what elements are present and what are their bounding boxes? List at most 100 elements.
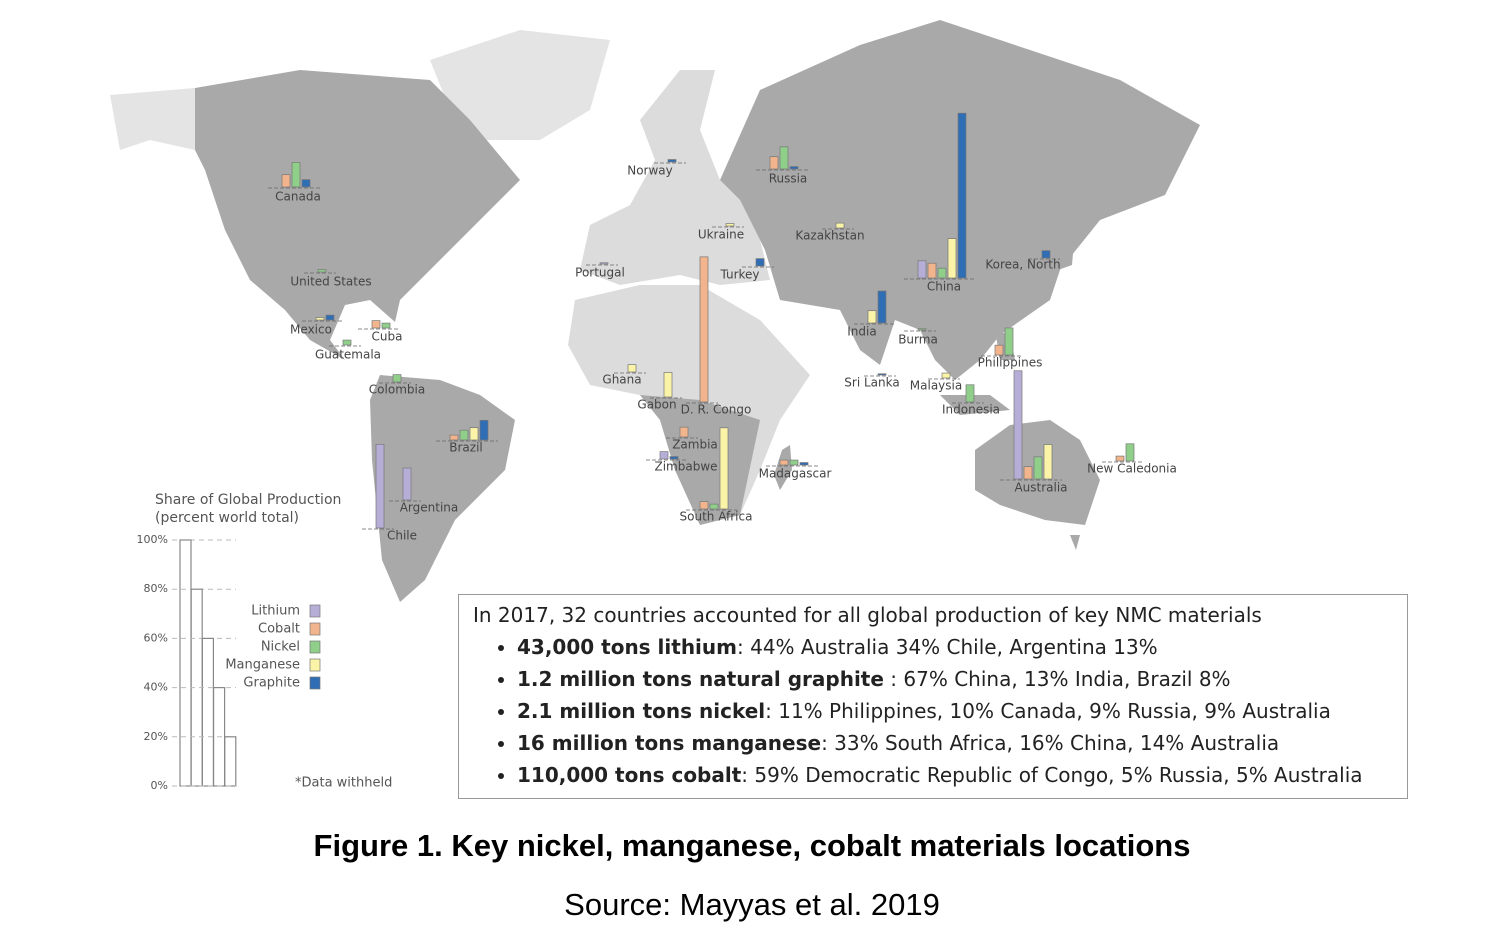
summary-item: 1.2 million tons natural graphite : 67% … bbox=[517, 663, 1393, 695]
bar bbox=[699, 501, 709, 510]
scale-tick-label: 60% bbox=[144, 631, 168, 644]
country-label: Argentina bbox=[400, 501, 459, 515]
country-label: Madagascar bbox=[759, 467, 832, 481]
bar bbox=[315, 317, 325, 321]
bar bbox=[1115, 455, 1125, 462]
scale-tick-label: 80% bbox=[144, 582, 168, 595]
country-label: Indonesia bbox=[942, 403, 1000, 417]
legend: Lithium Cobalt Nickel Manganese Graphite bbox=[225, 604, 321, 691]
summary-bold: 16 million tons manganese bbox=[517, 731, 822, 755]
country-label: Korea, North bbox=[985, 258, 1060, 272]
bar bbox=[799, 462, 809, 466]
bar bbox=[769, 156, 779, 170]
bar bbox=[877, 290, 887, 324]
bar bbox=[659, 451, 669, 460]
bar bbox=[835, 222, 845, 229]
bar bbox=[957, 112, 967, 279]
bar bbox=[917, 328, 927, 331]
country-label: Cuba bbox=[372, 330, 403, 344]
country-label: Canada bbox=[275, 190, 321, 204]
bar bbox=[779, 146, 789, 170]
bar bbox=[599, 262, 609, 265]
summary-item: 2.1 million tons nickel: 11% Philippines… bbox=[517, 695, 1393, 727]
country-label: Mexico bbox=[290, 323, 332, 337]
bar bbox=[479, 419, 489, 441]
bar bbox=[709, 503, 719, 510]
country-label: Colombia bbox=[369, 383, 425, 397]
bar bbox=[1023, 466, 1033, 480]
summary-box: In 2017, 32 countries accounted for all … bbox=[458, 594, 1408, 799]
summary-text: : 59% Democratic Republic of Congo, 5% R… bbox=[741, 763, 1363, 787]
source: Source: Mayyas et al. 2019 bbox=[564, 887, 940, 922]
legend-swatch bbox=[309, 676, 321, 690]
bar bbox=[719, 427, 729, 510]
summary-list: 43,000 tons lithium: 44% Australia 34% C… bbox=[473, 631, 1393, 791]
summary-text: : 11% Philippines, 10% Canada, 9% Russia… bbox=[765, 699, 1331, 723]
country-label: Russia bbox=[769, 172, 808, 186]
country-label: Burma bbox=[898, 333, 938, 347]
bar bbox=[1033, 456, 1043, 480]
bar bbox=[291, 162, 301, 188]
summary-text: : 44% Australia 34% Chile, Argentina 13% bbox=[737, 635, 1158, 659]
legend-label: Cobalt bbox=[258, 622, 300, 637]
bar bbox=[459, 429, 469, 441]
bar bbox=[663, 372, 673, 398]
summary-item: 110,000 tons cobalt: 59% Democratic Repu… bbox=[517, 759, 1393, 791]
bar bbox=[281, 174, 291, 188]
bar bbox=[779, 459, 789, 466]
legend-swatch bbox=[309, 604, 321, 618]
scale-subtitle: (percent world total) bbox=[155, 510, 299, 526]
bar bbox=[392, 374, 402, 383]
country-label: New Caledonia bbox=[1087, 462, 1177, 476]
country-label: D. R. Congo bbox=[681, 403, 752, 417]
summary-item: 16 million tons manganese: 33% South Afr… bbox=[517, 727, 1393, 759]
bar bbox=[469, 427, 479, 441]
bar bbox=[725, 223, 735, 227]
bar bbox=[699, 256, 709, 403]
country-label: Ghana bbox=[602, 373, 641, 387]
country-label: Philippines bbox=[978, 356, 1043, 370]
bar bbox=[755, 258, 765, 267]
bar bbox=[381, 322, 391, 329]
country-label: Brazil bbox=[449, 441, 483, 455]
scale: 100% 80% 60% 40% 20% 0% bbox=[137, 533, 237, 792]
scale-step bbox=[201, 637, 214, 787]
bar bbox=[789, 166, 799, 170]
country-label: Gabon bbox=[637, 398, 676, 412]
legend-swatch bbox=[309, 640, 321, 654]
country-label: Ukraine bbox=[698, 228, 744, 242]
bar bbox=[1004, 327, 1014, 356]
bar bbox=[965, 384, 975, 403]
bar bbox=[877, 373, 887, 376]
summary-bold: 1.2 million tons natural graphite bbox=[517, 667, 884, 691]
country-label: India bbox=[847, 325, 876, 339]
bar bbox=[669, 456, 679, 460]
summary-intro: In 2017, 32 countries accounted for all … bbox=[473, 603, 1262, 627]
legend-label: Manganese bbox=[225, 658, 300, 673]
summary-bold: 43,000 tons lithium bbox=[517, 635, 737, 659]
legend-label: Lithium bbox=[251, 604, 300, 619]
bar bbox=[1125, 443, 1135, 462]
bar bbox=[627, 364, 637, 373]
bar bbox=[1041, 250, 1051, 259]
summary-item: 43,000 tons lithium: 44% Australia 34% C… bbox=[517, 631, 1393, 663]
country-label: South Africa bbox=[680, 510, 753, 524]
summary-bold: 110,000 tons cobalt bbox=[517, 763, 742, 787]
scale-tick-label: 100% bbox=[137, 533, 168, 546]
bar bbox=[375, 444, 385, 529]
scale-step bbox=[179, 539, 192, 787]
country-label: Zambia bbox=[672, 438, 718, 452]
bar bbox=[317, 269, 327, 273]
legend-label: Nickel bbox=[261, 640, 300, 655]
country-label: Chile bbox=[387, 529, 417, 543]
legend-swatch bbox=[309, 658, 321, 672]
scale-title: Share of Global Production bbox=[155, 492, 341, 508]
bar bbox=[937, 267, 947, 279]
bar bbox=[371, 320, 381, 329]
scale-tick-label: 20% bbox=[144, 730, 168, 743]
country-label: Turkey bbox=[719, 268, 759, 282]
legend-label: Graphite bbox=[243, 676, 300, 691]
scale-step bbox=[224, 736, 237, 787]
country-label: Guatemala bbox=[315, 348, 381, 362]
